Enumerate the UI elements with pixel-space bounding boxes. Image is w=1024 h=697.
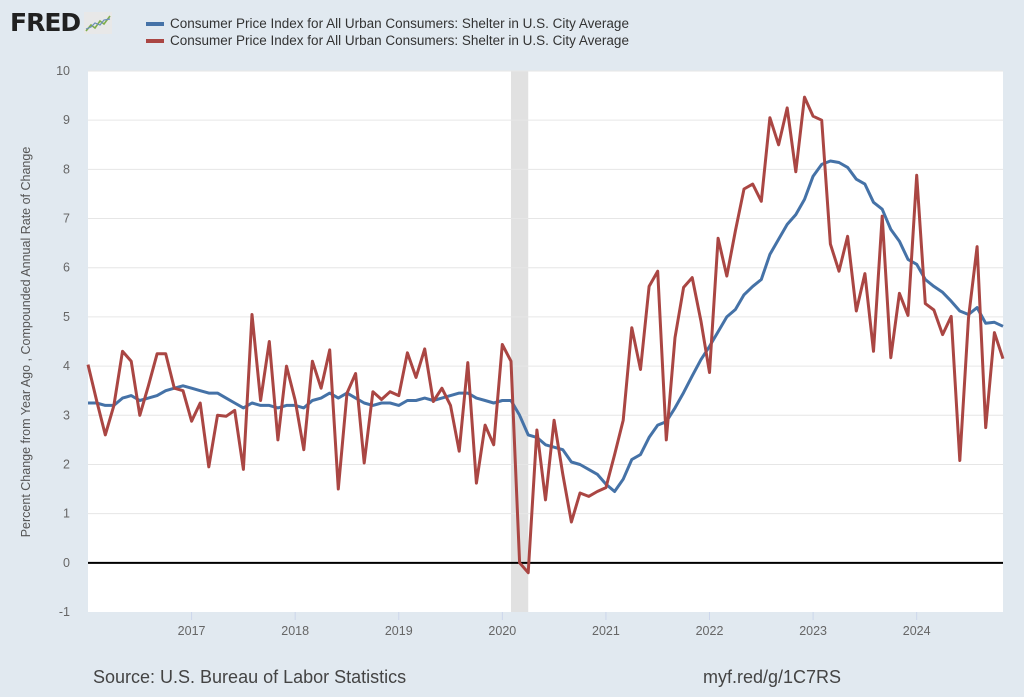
y-tick-label: -1	[59, 605, 70, 619]
source-text: Source: U.S. Bureau of Labor Statistics	[93, 667, 407, 687]
y-tick-label: 2	[63, 457, 70, 471]
fred-logo[interactable]: FRED	[10, 8, 113, 37]
y-tick-label: 9	[63, 113, 70, 127]
y-tick-label: 10	[56, 64, 70, 78]
x-tick-label: 2022	[696, 624, 724, 638]
chart-legend: Consumer Price Index for All Urban Consu…	[146, 15, 629, 49]
line-graph-icon	[84, 12, 113, 34]
plot-area	[88, 71, 1003, 612]
y-tick-label: 8	[63, 162, 70, 176]
legend-label-red: Consumer Price Index for All Urban Consu…	[170, 33, 629, 48]
legend-label-blue: Consumer Price Index for All Urban Consu…	[170, 16, 629, 31]
x-tick-label: 2020	[488, 624, 516, 638]
logo-text: FRED	[10, 8, 81, 37]
y-tick-label: 5	[63, 310, 70, 324]
series-line-blue[interactable]	[88, 159, 1004, 493]
y-tick-label: 3	[63, 408, 70, 422]
y-tick-label: 1	[63, 507, 70, 521]
x-tick-label: 2017	[178, 624, 206, 638]
y-tick-label: 6	[63, 261, 70, 275]
short-link[interactable]: myf.red/g/1C7RS	[703, 667, 842, 687]
y-axis-label: Percent Change from Year Ago , Compounde…	[19, 147, 33, 538]
y-tick-label: 4	[63, 359, 70, 373]
y-tick-label: 7	[63, 212, 70, 226]
x-tick-label: 2019	[385, 624, 413, 638]
x-tick-label: 2021	[592, 624, 620, 638]
legend-swatch-blue	[146, 21, 164, 26]
series-line-red[interactable]	[86, 95, 1005, 575]
x-tick-label: 2024	[903, 624, 931, 638]
x-tick-label: 2018	[281, 624, 309, 638]
legend-item-blue[interactable]: Consumer Price Index for All Urban Consu…	[146, 15, 629, 32]
x-tick-label: 2023	[799, 624, 827, 638]
y-tick-label: 0	[63, 556, 70, 570]
legend-item-red[interactable]: Consumer Price Index for All Urban Consu…	[146, 32, 629, 49]
legend-swatch-red	[146, 38, 164, 43]
